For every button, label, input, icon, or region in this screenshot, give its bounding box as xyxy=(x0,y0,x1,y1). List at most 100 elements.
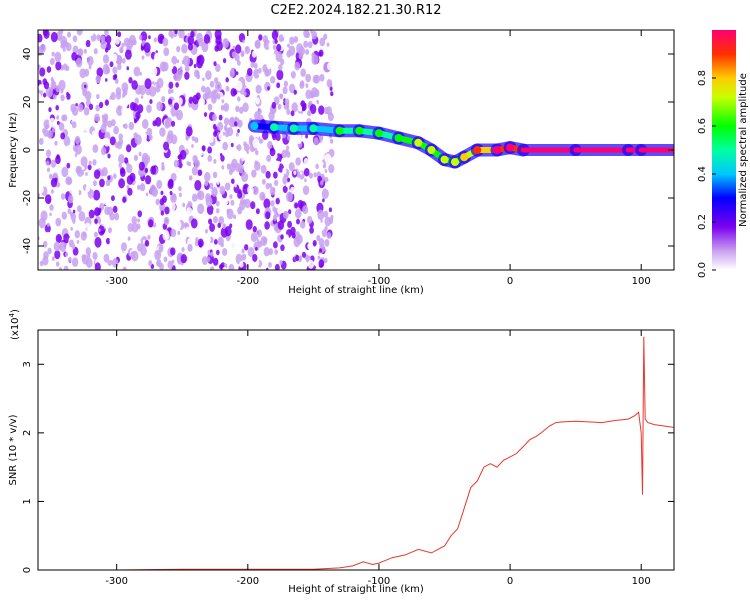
noise-speckle xyxy=(45,160,50,166)
noise-speckle xyxy=(111,195,115,202)
noise-speckle xyxy=(324,153,332,164)
noise-speckle xyxy=(81,254,89,265)
noise-speckle xyxy=(168,62,174,70)
noise-speckle xyxy=(254,186,258,191)
noise-speckle xyxy=(309,226,314,234)
noise-speckle xyxy=(282,86,288,95)
noise-speckle xyxy=(103,137,110,147)
noise-speckle xyxy=(87,55,94,66)
noise-speckle xyxy=(252,225,257,233)
y-tick-label: -20 xyxy=(22,190,33,206)
noise-speckle xyxy=(265,170,271,179)
y-tick-label: 2 xyxy=(22,430,33,436)
noise-speckle xyxy=(235,132,239,137)
noise-speckle xyxy=(203,112,208,117)
noise-speckle xyxy=(122,196,127,203)
noise-speckle xyxy=(178,30,185,39)
noise-speckle xyxy=(80,156,88,167)
noise-speckle xyxy=(92,251,98,260)
noise-speckle xyxy=(94,113,100,122)
noise-speckle xyxy=(123,123,128,130)
noise-speckle xyxy=(171,55,178,65)
noise-speckle xyxy=(46,167,50,173)
noise-speckle xyxy=(178,192,182,198)
noise-speckle xyxy=(255,246,258,251)
noise-speckle xyxy=(216,208,220,214)
noise-speckle xyxy=(250,232,258,243)
noise-speckle xyxy=(67,208,72,215)
noise-speckle xyxy=(287,209,292,215)
noise-speckle xyxy=(285,182,289,188)
noise-speckle xyxy=(69,183,77,195)
noise-speckle xyxy=(182,163,188,172)
noise-speckle xyxy=(55,155,61,165)
noise-speckle xyxy=(150,165,157,175)
noise-speckle xyxy=(307,259,315,269)
noise-speckle xyxy=(321,188,329,200)
noise-speckle xyxy=(307,41,313,49)
noise-speckle xyxy=(214,30,222,40)
noise-speckle xyxy=(317,255,321,260)
signal-point xyxy=(394,134,403,142)
noise-speckle xyxy=(204,180,209,187)
noise-speckle xyxy=(210,251,214,257)
signal-point xyxy=(270,123,279,132)
noise-speckle xyxy=(152,81,155,85)
noise-speckle xyxy=(144,167,149,174)
noise-speckle xyxy=(98,228,101,232)
noise-speckle xyxy=(323,33,328,40)
noise-speckle xyxy=(247,247,255,258)
noise-speckle xyxy=(274,38,278,44)
noise-speckle xyxy=(54,51,62,63)
noise-speckle xyxy=(197,203,205,215)
noise-speckle xyxy=(196,81,201,87)
noise-speckle xyxy=(302,205,309,215)
noise-speckle xyxy=(82,124,88,132)
noise-speckle xyxy=(268,262,272,268)
noise-speckle xyxy=(139,71,142,76)
noise-speckle xyxy=(65,145,73,155)
noise-speckle xyxy=(60,193,66,200)
noise-speckle xyxy=(237,96,241,102)
noise-speckle xyxy=(156,101,163,111)
noise-speckle xyxy=(223,38,227,43)
noise-speckle xyxy=(108,227,112,234)
noise-speckle xyxy=(228,168,233,176)
signal-point xyxy=(473,146,482,154)
noise-speckle xyxy=(226,208,234,220)
noise-speckle xyxy=(244,185,247,189)
noise-speckle xyxy=(326,79,333,88)
noise-speckle xyxy=(175,82,179,88)
noise-speckle xyxy=(71,257,79,268)
noise-speckle xyxy=(307,242,312,250)
noise-speckle xyxy=(115,54,123,65)
noise-speckle xyxy=(187,32,190,37)
noise-speckle xyxy=(279,260,283,266)
noise-speckle xyxy=(84,222,92,234)
noise-speckle xyxy=(241,248,245,254)
noise-speckle xyxy=(111,53,118,62)
noise-speckle xyxy=(160,210,165,216)
noise-speckle xyxy=(127,236,131,241)
noise-speckle xyxy=(201,85,206,93)
noise-speckle xyxy=(181,84,189,94)
noise-speckle xyxy=(233,214,237,220)
noise-speckle xyxy=(74,135,81,145)
noise-speckle xyxy=(264,81,271,92)
noise-speckle xyxy=(129,172,136,182)
noise-speckle xyxy=(167,130,174,140)
snr-y-label: SNR (10 * v/v) xyxy=(8,414,19,485)
noise-speckle xyxy=(246,169,250,175)
noise-speckle xyxy=(176,112,179,117)
noise-speckle xyxy=(265,58,269,63)
noise-speckle xyxy=(109,136,116,146)
noise-speckle xyxy=(235,71,239,76)
noise-speckle xyxy=(102,118,109,128)
noise-speckle xyxy=(96,67,104,78)
y-tick-label: 0 xyxy=(22,147,33,153)
noise-speckle xyxy=(104,30,109,36)
colorbar-tick-label: 0.8 xyxy=(697,70,708,86)
noise-speckle xyxy=(75,165,82,174)
noise-speckle xyxy=(144,78,152,90)
